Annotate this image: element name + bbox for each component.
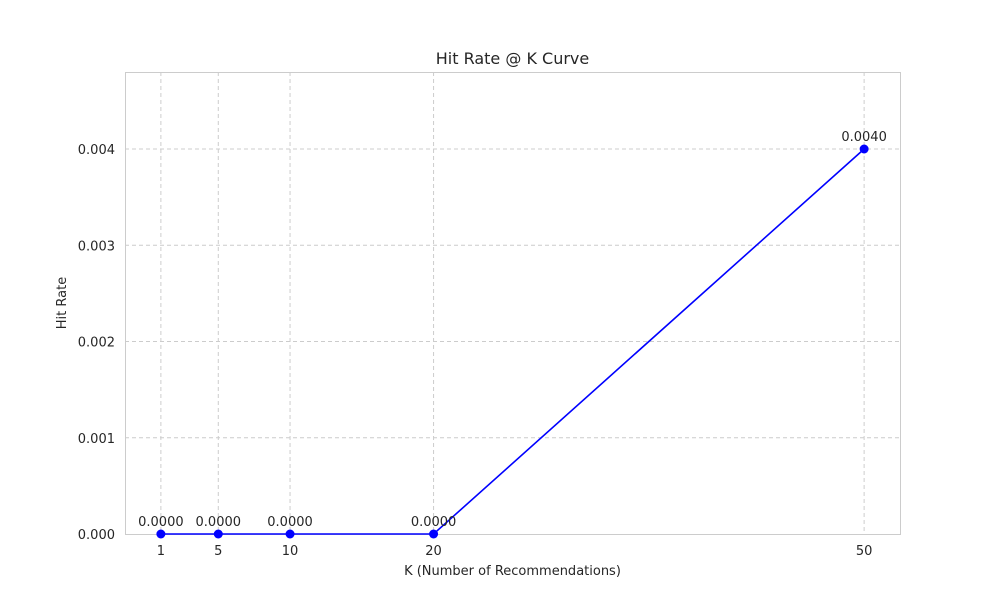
y-tick-label: 0.002: [78, 336, 115, 351]
data-label: 0.0000: [138, 515, 184, 530]
y-axis-label: Hit Rate: [55, 277, 70, 329]
y-tick-label: 0.004: [78, 143, 115, 158]
y-tick-label: 0.000: [78, 528, 115, 543]
y-tick-label: 0.003: [78, 239, 115, 254]
x-tick-label: 10: [282, 544, 299, 559]
data-point: [429, 529, 439, 539]
x-ticks: 1 5 10 20 50: [157, 544, 873, 559]
x-tick-label: 1: [157, 544, 165, 559]
x-tick-label: 5: [214, 544, 222, 559]
data-label: 0.0000: [411, 515, 457, 530]
y-ticks: 0.000 0.001 0.002 0.003 0.004: [78, 143, 115, 543]
data-point: [213, 529, 223, 539]
series-layer: [156, 144, 869, 539]
data-point: [859, 144, 869, 154]
data-point: [285, 529, 295, 539]
data-label: 0.0000: [196, 515, 242, 530]
x-axis-label: K (Number of Recommendations): [404, 564, 621, 579]
data-point: [156, 529, 166, 539]
x-tick-label: 50: [856, 544, 873, 559]
data-label: 0.0040: [841, 130, 887, 145]
x-tick-label: 20: [425, 544, 442, 559]
plot-area: [125, 72, 901, 535]
labels-layer: 0.0000 0.0000 0.0000 0.0000 0.0040: [138, 130, 887, 530]
data-label: 0.0000: [267, 515, 313, 530]
grid-lines: [125, 72, 900, 534]
y-tick-label: 0.001: [78, 432, 115, 447]
chart-title: Hit Rate @ K Curve: [436, 49, 589, 68]
